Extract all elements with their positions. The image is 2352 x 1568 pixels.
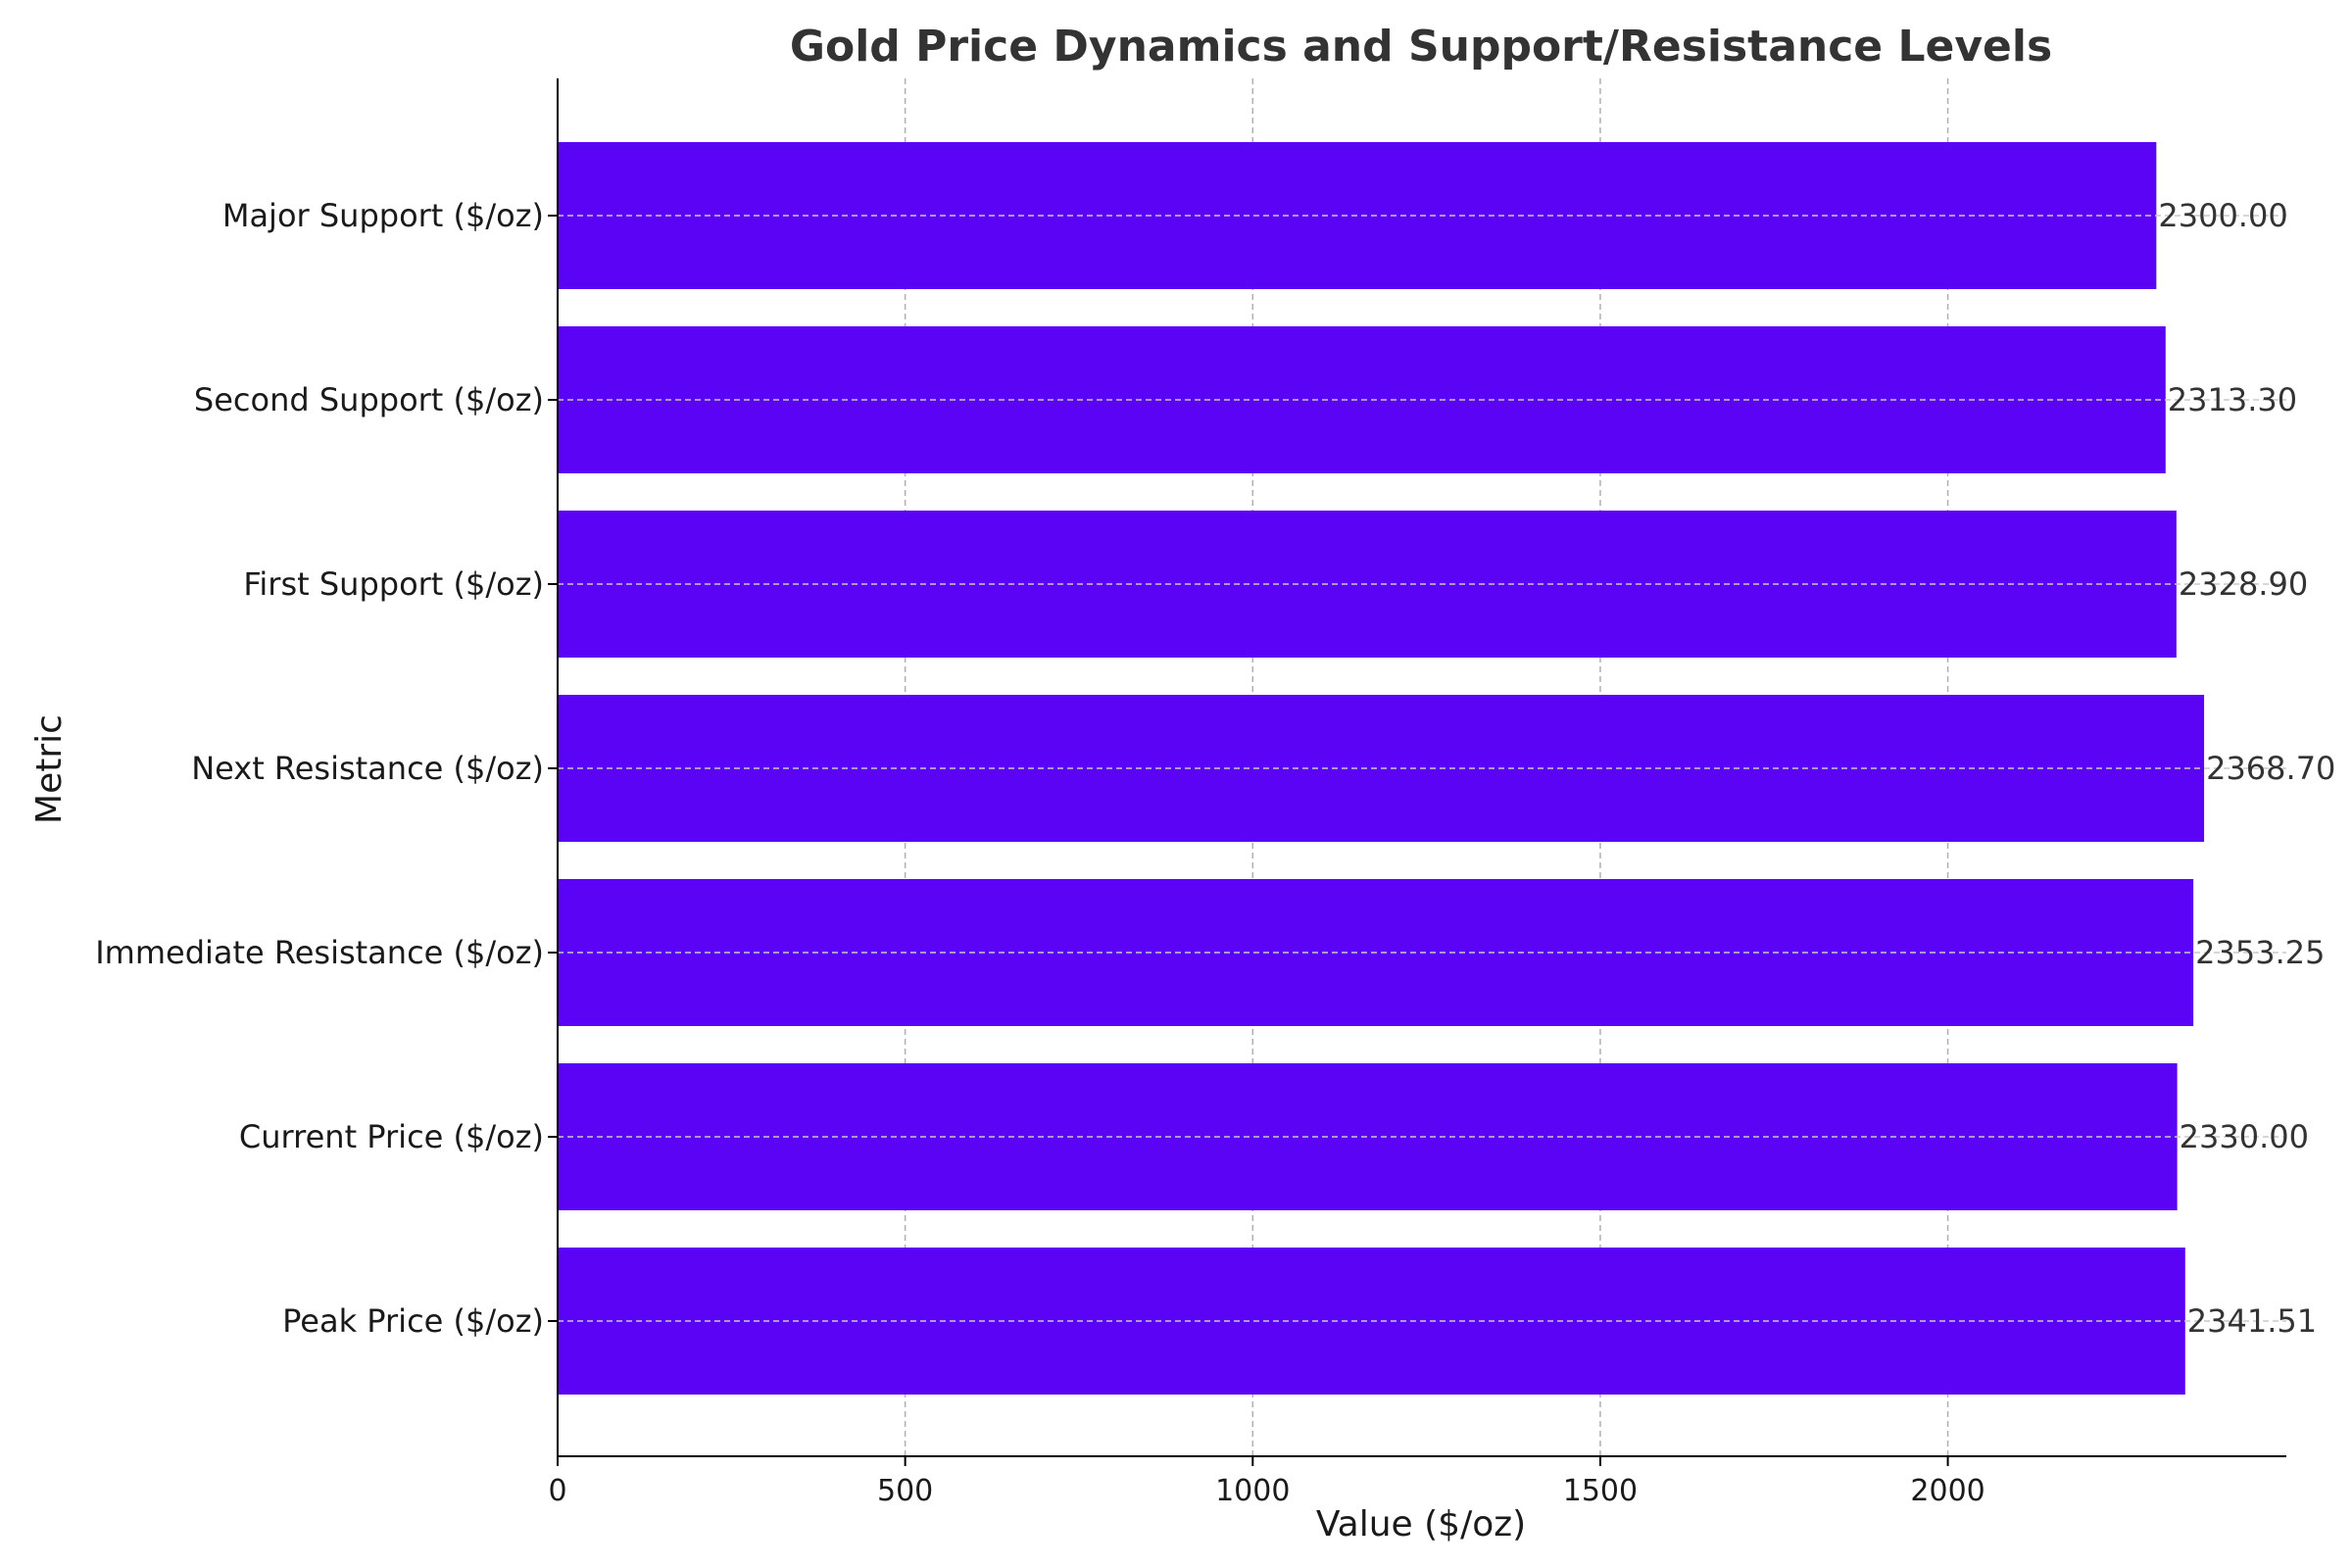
horizontal-grid xyxy=(558,215,2286,1322)
x-tick-label: 1500 xyxy=(1563,1474,1638,1508)
bar-value-label: 2328.90 xyxy=(2179,565,2308,603)
value-labels: 2341.51 2330.00 2353.25 2368.70 2328.90 2313.… xyxy=(2158,197,2335,1340)
y-category-label: Second Support ($/oz) xyxy=(194,381,544,418)
chart-title: Gold Price Dynamics and Support/Resistan… xyxy=(790,22,2052,72)
x-tick-label: 500 xyxy=(877,1474,933,1508)
y-category-label: Major Support ($/oz) xyxy=(222,197,544,234)
x-tick-label: 2000 xyxy=(1910,1474,1984,1508)
x-ticks: 0 500 1000 1500 2000 xyxy=(548,1456,1985,1508)
y-category-label: First Support ($/oz) xyxy=(243,565,544,603)
bar-value-label: 2300.00 xyxy=(2158,197,2287,234)
bar-value-label: 2313.30 xyxy=(2168,381,2297,418)
y-axis-label: Metric xyxy=(29,714,70,824)
x-tick-label: 1000 xyxy=(1215,1474,1290,1508)
bar-value-label: 2353.25 xyxy=(2195,934,2325,971)
y-category-label: Peak Price ($/oz) xyxy=(282,1302,544,1340)
bar-value-label: 2341.51 xyxy=(2187,1302,2317,1340)
y-category-label: Current Price ($/oz) xyxy=(239,1118,544,1155)
bar-value-label: 2330.00 xyxy=(2180,1118,2309,1155)
y-category-label: Next Resistance ($/oz) xyxy=(191,750,544,787)
y-category-label: Immediate Resistance ($/oz) xyxy=(95,934,544,971)
y-category-labels: Peak Price ($/oz) Current Price ($/oz) Imm… xyxy=(95,197,558,1340)
x-axis-label: Value ($/oz) xyxy=(1316,1504,1526,1544)
bar-value-label: 2368.70 xyxy=(2206,750,2335,787)
x-tick-label: 0 xyxy=(548,1474,566,1508)
